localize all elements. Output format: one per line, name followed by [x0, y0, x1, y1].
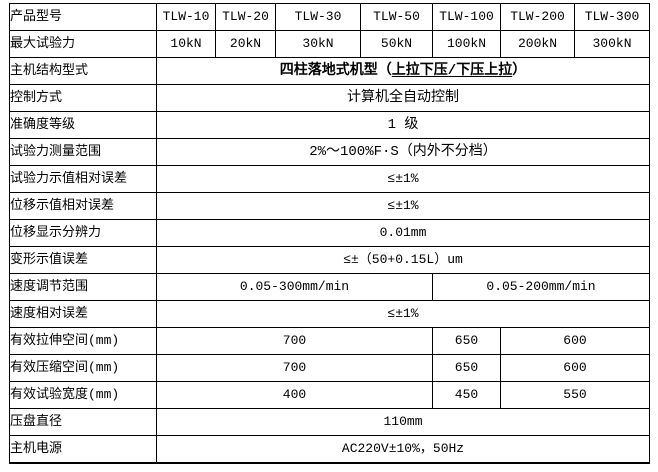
spec-cell: 700 [156, 354, 433, 382]
spec-cell: TLW-100 [432, 3, 501, 31]
row-label: 位移显示分辨力 [9, 219, 157, 247]
row-displacement-resolution: 位移显示分辨力 0.01mm [9, 219, 650, 247]
spec-cell: 550 [500, 381, 650, 409]
row-label: 准确度等级 [9, 111, 157, 139]
spec-cell: 450 [432, 381, 501, 409]
spec-cell: TLW-300 [574, 3, 650, 31]
spec-cell: TLW-50 [360, 3, 433, 31]
row-label: 压盘直径 [9, 408, 157, 436]
row-label: 产品型号 [9, 3, 157, 31]
spec-cell: TLW-30 [275, 3, 361, 31]
spec-cell: 100kN [432, 30, 501, 58]
row-control-mode: 控制方式 计算机全自动控制 [9, 84, 650, 112]
spec-cell: 1 级 [156, 111, 650, 139]
spec-cell: 50kN [360, 30, 433, 58]
row-label: 有效拉伸空间(mm) [9, 327, 157, 355]
spec-cell: 10kN [156, 30, 216, 58]
spec-cell: 650 [432, 327, 501, 355]
row-force-relative-error: 试验力示值相对误差 ≤±1% [9, 165, 650, 193]
row-displacement-relative-error: 位移示值相对误差 ≤±1% [9, 192, 650, 220]
structure-text-underlined: 上拉下压/下压上拉 [391, 63, 513, 79]
row-label: 速度相对误差 [9, 300, 157, 328]
spec-cell: AC220V±10%，50Hz [156, 435, 650, 464]
row-label: 主机电源 [9, 435, 157, 464]
spec-cell: 650 [432, 354, 501, 382]
row-max-test-force: 最大试验力 10kN 20kN 30kN 50kN 100kN 200kN 30… [9, 30, 650, 58]
row-power-supply: 主机电源 AC220V±10%，50Hz [9, 435, 650, 464]
spec-cell: 计算机全自动控制 [156, 84, 650, 112]
spec-cell: 300kN [574, 30, 650, 58]
spec-cell: 700 [156, 327, 433, 355]
spec-cell: 20kN [215, 30, 276, 58]
spec-cell: 30kN [275, 30, 361, 58]
row-platen-diameter: 压盘直径 110mm [9, 408, 650, 436]
spec-cell: ≤±1% [156, 192, 650, 220]
row-label: 试验力示值相对误差 [9, 165, 157, 193]
row-label: 主机结构型式 [9, 57, 157, 85]
structure-text-suffix: ） [512, 63, 527, 79]
spec-cell: 0.05-200mm/min [432, 273, 650, 301]
spec-cell: 600 [500, 354, 650, 382]
row-label: 速度调节范围 [9, 273, 157, 301]
structure-text-prefix: 四柱落地式机型（ [279, 63, 392, 79]
spec-cell: 0.01mm [156, 219, 650, 247]
spec-cell: 200kN [500, 30, 575, 58]
spec-cell: 600 [500, 327, 650, 355]
row-machine-structure: 主机结构型式 四柱落地式机型（上拉下压/下压上拉） [9, 57, 650, 85]
spec-table: 产品型号 TLW-10 TLW-20 TLW-30 TLW-50 TLW-100… [9, 3, 650, 464]
spec-cell: 四柱落地式机型（上拉下压/下压上拉） [156, 57, 650, 85]
row-label: 位移示值相对误差 [9, 192, 157, 220]
spec-cell: ≤±1% [156, 300, 650, 328]
row-label: 有效压缩空间(mm) [9, 354, 157, 382]
row-accuracy-class: 准确度等级 1 级 [9, 111, 650, 139]
row-tension-space: 有效拉伸空间(mm) 700 650 600 [9, 327, 650, 355]
spec-cell: TLW-10 [156, 3, 216, 31]
spec-cell: 400 [156, 381, 433, 409]
row-label: 变形示值误差 [9, 246, 157, 274]
spec-cell: 0.05-300mm/min [156, 273, 433, 301]
spec-cell: ≤±（50+0.15L）um [156, 246, 650, 274]
spec-cell: 110mm [156, 408, 650, 436]
row-speed-relative-error: 速度相对误差 ≤±1% [9, 300, 650, 328]
row-test-width: 有效试验宽度(mm) 400 450 550 [9, 381, 650, 409]
row-label: 控制方式 [9, 84, 157, 112]
row-speed-range: 速度调节范围 0.05-300mm/min 0.05-200mm/min [9, 273, 650, 301]
spec-cell: TLW-200 [500, 3, 575, 31]
row-force-measure-range: 试验力测量范围 2%～100%F·S（内外不分档） [9, 138, 650, 166]
row-product-model: 产品型号 TLW-10 TLW-20 TLW-30 TLW-50 TLW-100… [9, 3, 650, 31]
spec-cell: 2%～100%F·S（内外不分档） [156, 138, 650, 166]
spec-cell: ≤±1% [156, 165, 650, 193]
row-deformation-error: 变形示值误差 ≤±（50+0.15L）um [9, 246, 650, 274]
row-label: 最大试验力 [9, 30, 157, 58]
row-compression-space: 有效压缩空间(mm) 700 650 600 [9, 354, 650, 382]
spec-cell: TLW-20 [215, 3, 276, 31]
row-label: 有效试验宽度(mm) [9, 381, 157, 409]
row-label: 试验力测量范围 [9, 138, 157, 166]
